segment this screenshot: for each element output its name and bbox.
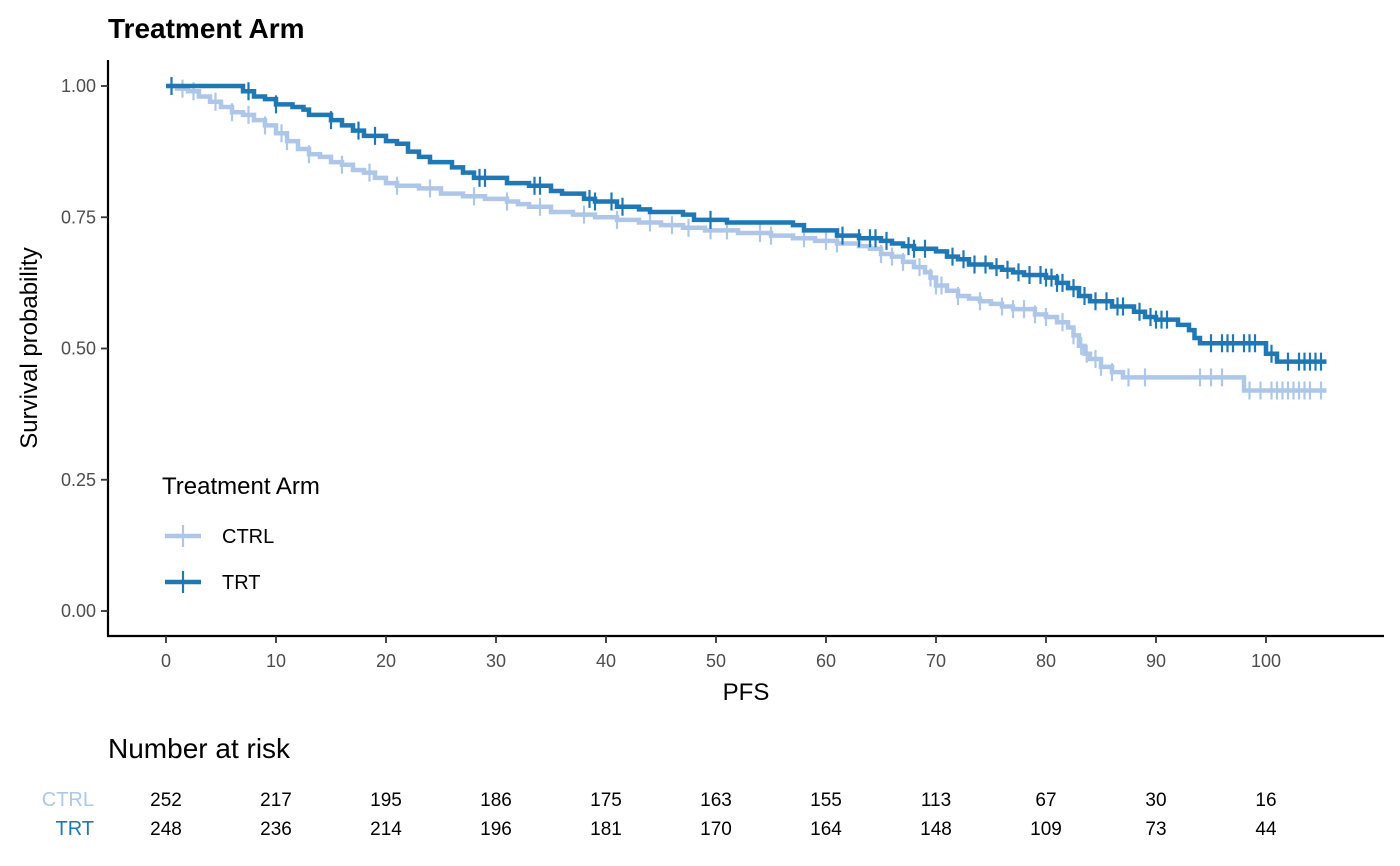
risk-count-trt: 73 bbox=[1145, 819, 1166, 840]
survival-curve-trt bbox=[166, 83, 1327, 364]
x-tick-label: 20 bbox=[376, 651, 396, 671]
x-tick-label: 80 bbox=[1036, 651, 1056, 671]
risk-count-ctrl: 16 bbox=[1255, 790, 1276, 811]
x-tick-label: 100 bbox=[1251, 651, 1281, 671]
risk-count-trt: 196 bbox=[480, 819, 512, 840]
risk-count-ctrl: 175 bbox=[590, 790, 622, 811]
x-tick-label: 30 bbox=[486, 651, 506, 671]
chart-title: Treatment Arm bbox=[108, 13, 305, 44]
x-axis-ticks: 0 10 20 30 40 50 60 70 80 90 100 bbox=[161, 636, 1281, 671]
risk-count-trt: 148 bbox=[920, 819, 952, 840]
y-tick-label: 0.75 bbox=[61, 207, 96, 227]
legend: Treatment Arm CTRL TRT bbox=[162, 473, 320, 594]
legend-title: Treatment Arm bbox=[162, 473, 320, 500]
risk-count-ctrl: 163 bbox=[700, 790, 732, 811]
risk-count-trt: 248 bbox=[150, 819, 182, 840]
risk-row-label-trt: TRT bbox=[55, 818, 94, 840]
risk-count-ctrl: 113 bbox=[921, 790, 951, 811]
risk-count-trt: 170 bbox=[700, 819, 732, 840]
risk-count-trt: 236 bbox=[260, 819, 292, 840]
y-tick-label: 0.25 bbox=[61, 470, 96, 490]
legend-label-trt: TRT bbox=[222, 572, 261, 594]
y-axis-title: Survival probability bbox=[16, 247, 43, 448]
risk-count-trt: 44 bbox=[1255, 819, 1277, 840]
risk-count-ctrl: 252 bbox=[150, 790, 182, 811]
risk-count-ctrl: 195 bbox=[370, 790, 402, 811]
risk-count-trt: 181 bbox=[590, 819, 622, 840]
risk-count-trt: 109 bbox=[1030, 819, 1062, 840]
x-tick-label: 70 bbox=[926, 651, 946, 671]
risk-count-ctrl: 67 bbox=[1035, 790, 1056, 811]
x-tick-label: 10 bbox=[266, 651, 286, 671]
plot-area bbox=[166, 77, 1327, 400]
survival-curve-ctrl bbox=[166, 83, 1327, 393]
legend-label-ctrl: CTRL bbox=[222, 526, 274, 548]
risk-count-trt: 214 bbox=[370, 819, 402, 840]
risk-row-label-ctrl: CTRL bbox=[42, 789, 94, 811]
risk-count-ctrl: 30 bbox=[1145, 790, 1166, 811]
x-tick-label: 60 bbox=[816, 651, 836, 671]
x-tick-label: 90 bbox=[1146, 651, 1166, 671]
risk-table-title: Number at risk bbox=[108, 733, 291, 764]
x-tick-label: 50 bbox=[706, 651, 726, 671]
x-tick-label: 40 bbox=[596, 651, 616, 671]
y-tick-label: 0.00 bbox=[61, 601, 96, 621]
x-axis-title: PFS bbox=[723, 679, 770, 706]
risk-count-trt: 164 bbox=[810, 819, 842, 840]
risk-table: CTRL 252 217 195 186 175 163 155 113 67 30 16 TRT 248… bbox=[42, 789, 1277, 840]
risk-count-ctrl: 217 bbox=[260, 790, 292, 811]
y-axis-ticks: 0.00 0.25 0.50 0.75 1.00 bbox=[61, 76, 108, 621]
risk-count-ctrl: 186 bbox=[480, 790, 512, 811]
y-tick-label: 1.00 bbox=[61, 76, 96, 96]
risk-count-ctrl: 155 bbox=[810, 790, 842, 811]
y-tick-label: 0.50 bbox=[61, 339, 96, 359]
x-tick-label: 0 bbox=[161, 651, 171, 671]
